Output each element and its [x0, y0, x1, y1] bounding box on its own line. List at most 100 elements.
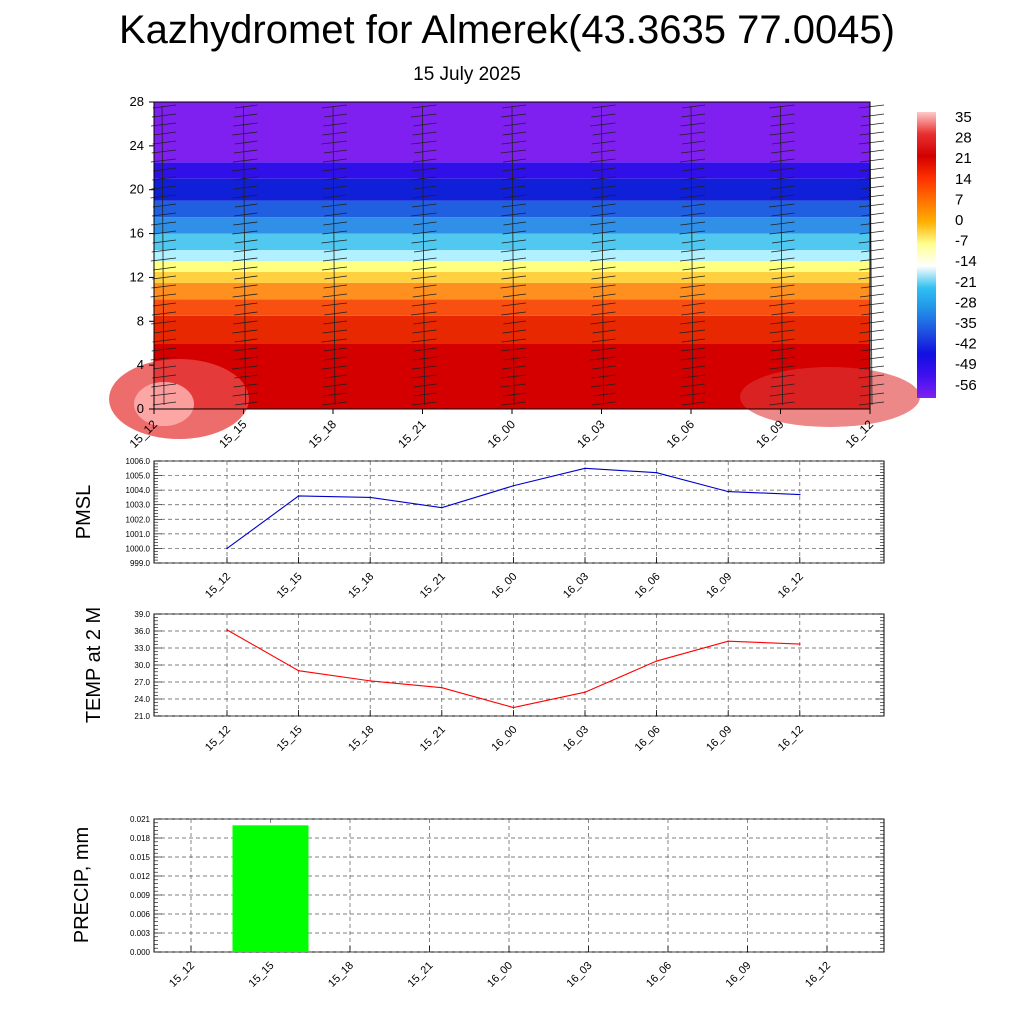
temp-2m-x-tick-label: 15_12 — [203, 724, 233, 754]
wind-barb — [322, 194, 348, 199]
heatmap-band — [154, 250, 870, 261]
wind-barb — [152, 401, 177, 406]
precip-x-tick-label: 16_03 — [565, 960, 595, 990]
wind-barb — [859, 203, 885, 208]
wind-barb — [412, 194, 437, 199]
precip-y-tick-label: 0.006 — [130, 910, 151, 919]
wind-barb — [500, 383, 527, 388]
temp-2m-y-tick-label: 33.0 — [134, 644, 150, 653]
wind-barb — [502, 266, 527, 271]
wind-barb — [234, 401, 258, 406]
heatmap-y-tick-label: 28 — [130, 94, 144, 109]
wind-barb — [861, 149, 885, 154]
wind-barb — [150, 158, 177, 163]
heatmap-band — [154, 178, 870, 201]
pmsl-point — [584, 467, 586, 470]
wind-barb — [770, 185, 795, 190]
pmsl-panel: 999.0 1000.0 1001.0 1002.0 1003.0 1004.0 1005.… — [73, 457, 885, 601]
wind-barb — [682, 266, 706, 271]
temp-2m-x-tick-label: 16_06 — [633, 724, 663, 754]
wind-barb — [858, 374, 885, 379]
pmsl-x-tick-label: 15_18 — [346, 571, 376, 601]
temp-2m-point — [584, 691, 586, 693]
pmsl-x-tick-label: 16_12 — [776, 571, 806, 601]
wind-barb — [151, 122, 177, 127]
pmsl-x-tick-label: 16_00 — [489, 571, 519, 601]
heatmap-band — [154, 200, 870, 218]
wind-barb — [233, 122, 258, 127]
wind-barb — [234, 113, 258, 118]
wind-barb — [679, 131, 706, 136]
wind-barb — [861, 113, 885, 118]
precip-y-tick-label: 0.003 — [130, 929, 151, 938]
wind-barb — [322, 167, 348, 172]
wind-barb — [502, 230, 527, 235]
temp-2m-point — [369, 680, 372, 682]
wind-barb — [859, 401, 885, 406]
wind-barb — [412, 329, 437, 334]
pmsl-point — [799, 493, 801, 496]
wind-barb — [233, 320, 258, 325]
wind-barb — [151, 149, 177, 154]
wind-barb — [233, 347, 258, 352]
precip-y-tick-label: 0.009 — [130, 891, 151, 900]
wind-barb — [232, 131, 258, 136]
temp-2m-point — [655, 660, 658, 662]
temp-2m-x-tick-label: 15_15 — [275, 724, 305, 754]
wind-barb — [682, 167, 706, 172]
pmsl-point — [226, 547, 228, 550]
wind-barb — [590, 221, 616, 226]
pmsl-x-tick-label: 16_03 — [561, 571, 591, 601]
wind-barb — [591, 212, 616, 217]
wind-barb — [321, 401, 348, 406]
wind-barb — [153, 365, 177, 370]
wind-barb — [413, 257, 437, 262]
wind-barb — [411, 176, 437, 181]
wind-barb — [592, 329, 616, 334]
wind-barb — [860, 122, 885, 127]
wind-barb — [681, 212, 706, 217]
wind-barb — [681, 338, 706, 343]
wind-barb — [322, 131, 348, 136]
wind-barb — [861, 311, 885, 316]
wind-barb — [680, 248, 706, 253]
colorbar-label: 35 — [955, 109, 972, 126]
precip-x-tick-label: 15_12 — [167, 960, 197, 990]
wind-barb — [152, 203, 177, 208]
wind-barb — [859, 194, 885, 199]
wind-barb — [592, 203, 616, 208]
heatmap-y-tick-label: 24 — [130, 138, 144, 153]
wind-barb — [771, 113, 795, 118]
precip-panel: 0.000 0.003 0.006 0.009 0.012 0.015 0.018 0.021… — [71, 815, 885, 990]
pmsl-y-tick-label: 1006.0 — [126, 457, 151, 466]
temp-2m-point — [727, 640, 729, 642]
wind-barb — [859, 293, 885, 298]
wind-barb — [859, 230, 885, 235]
colorbar-label: 21 — [955, 150, 972, 167]
wind-barb — [681, 275, 706, 280]
wind-barb — [234, 239, 258, 244]
heatmap-x-tick-label: 15_21 — [395, 417, 429, 451]
wind-barb — [771, 176, 795, 181]
colorbar-label: -42 — [955, 336, 977, 353]
pmsl-y-tick-label: 1000.0 — [126, 544, 151, 553]
chart-title: Kazhydromet for Almerek(43.3635 77.0045) — [119, 8, 895, 52]
temp-2m-point — [297, 669, 300, 672]
wind-barb — [413, 356, 437, 361]
wind-barb — [324, 374, 348, 379]
wind-barb — [771, 275, 795, 280]
wind-barb — [152, 338, 177, 343]
wind-barb — [153, 329, 177, 334]
wind-barb — [233, 185, 258, 190]
wind-barb — [322, 158, 348, 163]
wind-barb — [413, 149, 437, 154]
wind-barb — [501, 212, 527, 217]
wind-barb — [501, 113, 527, 118]
wind-barb — [768, 401, 795, 406]
heatmap-y-tick-label: 12 — [130, 269, 144, 284]
wind-barb — [860, 383, 885, 388]
pmsl-series-line — [226, 467, 800, 549]
colorbar-label: 0 — [955, 212, 963, 229]
wind-barb — [410, 113, 437, 118]
precip-x-tick-label: 15_18 — [326, 960, 356, 990]
